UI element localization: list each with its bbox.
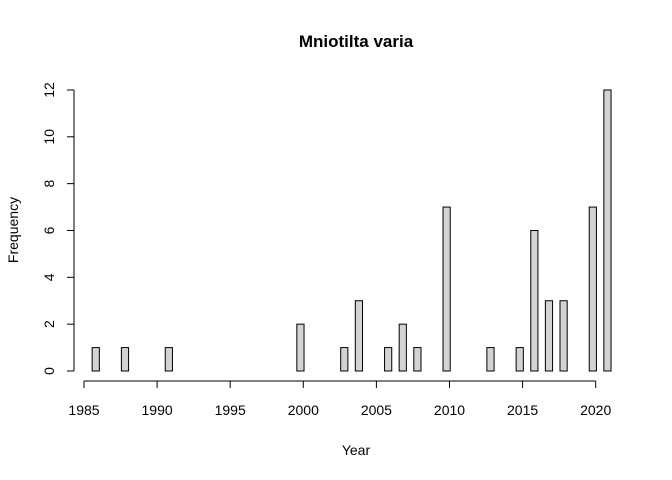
bar-2008 xyxy=(413,347,422,372)
x-tick-label-1990: 1990 xyxy=(142,402,173,418)
y-axis-label: Frequency xyxy=(5,197,21,263)
bar-2013 xyxy=(486,347,495,372)
bar-2006 xyxy=(384,347,393,372)
y-tick-label-12: 12 xyxy=(41,82,57,98)
x-tick-label-1985: 1985 xyxy=(68,402,99,418)
bar-2020 xyxy=(588,206,597,372)
chart-title: Mniotilta varia xyxy=(299,32,414,51)
bar-2010 xyxy=(442,206,451,372)
bar-2015 xyxy=(515,347,524,372)
y-tick-label-2: 2 xyxy=(41,320,57,328)
bar-2016 xyxy=(530,229,539,372)
y-tick-label-4: 4 xyxy=(41,273,57,281)
bar-1991 xyxy=(164,347,173,372)
x-tick-label-2020: 2020 xyxy=(580,402,611,418)
bar-2017 xyxy=(544,300,554,372)
bar-1986 xyxy=(91,347,100,372)
bar-2018 xyxy=(559,300,568,372)
bars-group xyxy=(91,89,612,372)
x-tick-label-1995: 1995 xyxy=(215,402,246,418)
y-tick-label-0: 0 xyxy=(41,367,57,375)
y-tick-label-10: 10 xyxy=(41,129,57,145)
y-tick-label-8: 8 xyxy=(41,180,57,188)
x-tick-label-2000: 2000 xyxy=(288,402,319,418)
x-tick-label-2010: 2010 xyxy=(434,402,465,418)
bar-1988 xyxy=(120,347,130,372)
x-axis: 1985 1990 1995 2000 2005 2010 2015 2020 xyxy=(68,380,611,418)
x-tick-label-2005: 2005 xyxy=(361,402,392,418)
x-axis-label: Year xyxy=(342,442,371,458)
bar-2000 xyxy=(296,323,305,372)
bar-2007 xyxy=(398,323,407,372)
bar-2003 xyxy=(340,347,349,372)
bar-2021 xyxy=(603,89,612,372)
y-axis: 0 2 4 6 8 10 12 xyxy=(41,82,75,375)
x-tick-label-2015: 2015 xyxy=(507,402,538,418)
bar-2004 xyxy=(354,300,364,372)
y-tick-label-6: 6 xyxy=(41,226,57,234)
